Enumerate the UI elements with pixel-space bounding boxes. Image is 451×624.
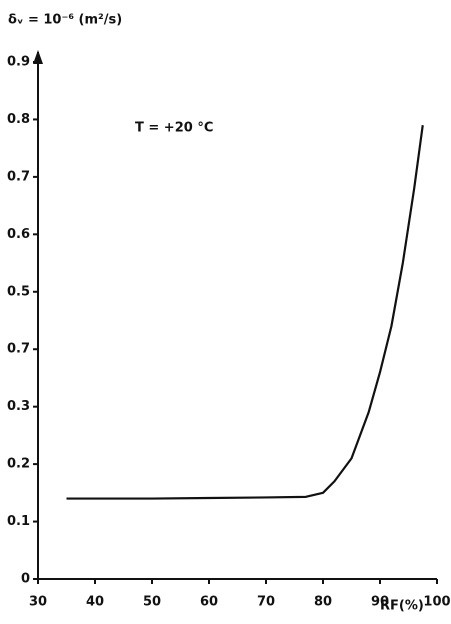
y-tick-label: 0.8 <box>7 112 30 127</box>
y-tick-label: 0.9 <box>7 55 30 70</box>
x-tick-label: 90 <box>371 595 389 610</box>
y-tick-label: 0.7 <box>7 169 30 184</box>
x-tick-label: 40 <box>86 595 104 610</box>
x-tick-label: 80 <box>314 595 332 610</box>
y-axis-arrow <box>33 50 43 64</box>
y-tick-label: 0.5 <box>7 284 30 299</box>
x-tick-label: 100 <box>423 595 450 610</box>
x-axis-label: RF(%) <box>380 599 424 614</box>
x-tick-label: 30 <box>29 595 47 610</box>
y-tick-label: 0.2 <box>7 457 30 472</box>
y-tick-label: 0 <box>21 572 30 587</box>
annotation: T = +20 °C <box>135 121 213 136</box>
y-tick-label: 0.3 <box>7 399 30 414</box>
y-axis-label: δᵥ = 10⁻⁶ (m²/s) <box>8 13 122 28</box>
x-tick-label: 70 <box>257 595 275 610</box>
data-line <box>66 125 424 500</box>
y-tick-label: 0.6 <box>7 227 30 242</box>
x-tick-label: 50 <box>143 595 161 610</box>
y-tick-label: 0.7 <box>7 342 30 357</box>
x-tick-label: 60 <box>200 595 218 610</box>
y-tick-label: 0.1 <box>7 514 30 529</box>
